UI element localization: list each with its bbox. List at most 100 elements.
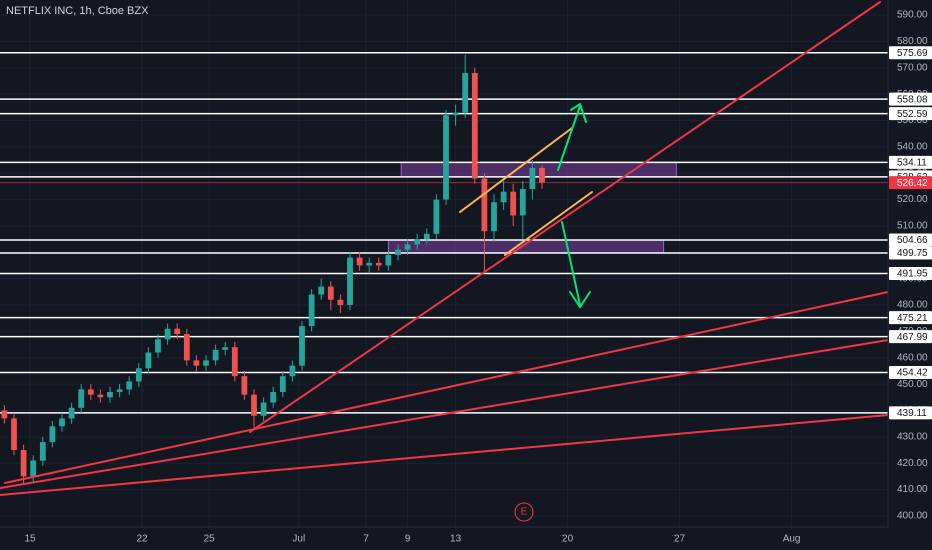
candle (260, 397, 267, 422)
candle (462, 54, 469, 118)
level-label-box (889, 92, 932, 106)
earnings-label[interactable]: E (521, 507, 528, 518)
candle-body (1, 410, 8, 419)
candle-body (126, 381, 133, 390)
candle (433, 194, 440, 240)
level-label: 475.21 (897, 313, 928, 324)
candle-body (68, 407, 75, 419)
trend-line (0, 414, 889, 496)
level-label: 575.69 (897, 48, 928, 59)
candle (155, 334, 161, 358)
candle (59, 413, 65, 432)
level-label-box (889, 365, 932, 379)
candle-body (107, 392, 113, 398)
candle (308, 289, 315, 332)
y-tick-label: 580.00 (897, 36, 928, 47)
candle (337, 294, 344, 313)
candle-body (251, 394, 257, 416)
drawings (0, 1, 889, 496)
y-tick-label: 550.00 (897, 115, 928, 126)
candle-body (452, 112, 459, 116)
candle (39, 436, 46, 466)
candle-body (116, 389, 123, 393)
candle (78, 384, 85, 414)
candle (193, 355, 200, 371)
candle (375, 257, 382, 271)
level-label-box (889, 406, 932, 420)
x-tick-label: Aug (783, 534, 801, 545)
level-label: 439.11 (897, 408, 927, 419)
channel-line (504, 191, 593, 256)
y-tick-label: 510.00 (897, 221, 928, 232)
candle-body (260, 402, 267, 416)
x-tick-label: 9 (405, 534, 411, 545)
x-tick-label: 15 (24, 534, 36, 545)
level-label-box (889, 155, 932, 169)
candle-body (481, 178, 488, 232)
level-label: 534.11 (897, 158, 927, 169)
candle (164, 323, 171, 345)
candle-body (39, 442, 46, 461)
candle-body (183, 334, 190, 361)
candle-body (212, 349, 219, 361)
candle (126, 376, 133, 395)
candle-body (404, 244, 411, 250)
candle (203, 355, 209, 371)
candle (49, 421, 56, 448)
earnings-badge[interactable] (514, 502, 534, 522)
candle (519, 181, 526, 240)
level-label: 499.75 (897, 248, 928, 259)
label-layer: 15 22 25 Jul 7 9 13 20 27 Aug 400.00 410.00 420.00 43… (24, 10, 932, 545)
candle-body (337, 299, 344, 306)
last-price-box (889, 176, 932, 190)
candle-body (87, 389, 94, 395)
y-tick-label: 460.00 (897, 352, 928, 363)
level-label-box (889, 246, 932, 260)
candle (11, 413, 17, 456)
candle (1, 405, 8, 424)
candle-body (385, 254, 392, 266)
trend-line (0, 339, 889, 489)
candle (356, 252, 363, 271)
zone (387, 239, 665, 254)
candle (222, 341, 229, 356)
candle-body (491, 202, 497, 232)
candle-body (11, 418, 17, 451)
candle-body (193, 360, 200, 366)
candle (443, 109, 449, 205)
candle-layer (1, 54, 545, 485)
candle (251, 389, 257, 429)
candle-body (347, 257, 353, 306)
candle (423, 228, 430, 245)
candle-body (164, 328, 171, 340)
level-layer (0, 52, 888, 414)
candle-body (299, 326, 305, 366)
candle (183, 328, 190, 366)
candle (414, 233, 421, 250)
y-tick-label: 520.00 (897, 194, 928, 205)
level-label-box (889, 107, 932, 121)
candle (174, 323, 181, 340)
candle (491, 194, 497, 242)
x-tick-label: 7 (363, 534, 369, 545)
candle-body (510, 191, 517, 216)
candle-body (318, 286, 325, 295)
candle (135, 363, 142, 387)
x-tick-label: 13 (450, 534, 462, 545)
candle-body (20, 450, 27, 477)
candle (481, 173, 488, 274)
candle (299, 320, 305, 371)
candle-body (462, 73, 469, 113)
time-axis (0, 527, 932, 550)
candle-body (30, 460, 37, 477)
level-label-box (889, 46, 932, 60)
candle-body (241, 376, 248, 395)
candle-body (49, 426, 56, 443)
candle-body (135, 368, 142, 382)
level-label-box (889, 330, 932, 344)
x-tick-label: Jul (292, 534, 305, 545)
candle-body (59, 418, 65, 427)
candle (395, 244, 401, 261)
y-tick-label: 590.00 (897, 10, 928, 21)
